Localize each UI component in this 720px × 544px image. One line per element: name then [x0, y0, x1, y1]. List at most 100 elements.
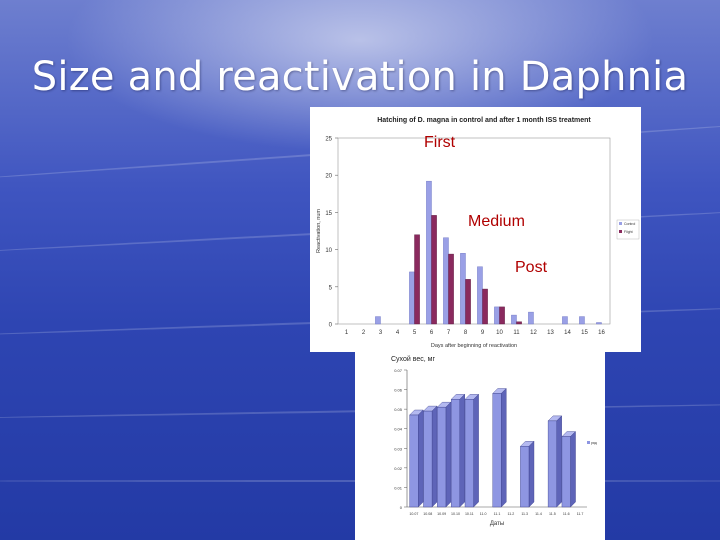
x-tick-label: 15 [581, 330, 588, 336]
bar-control [460, 253, 466, 325]
bar-flight [465, 279, 471, 325]
x-tick-label: 10.09 [437, 512, 446, 516]
x-tick-label: 10 [496, 330, 503, 336]
y-tick-label: 0 [329, 323, 333, 329]
bar-side [528, 440, 535, 508]
y-tick-label: 0.07 [394, 368, 403, 373]
bar-control [511, 314, 517, 325]
bar-flight [414, 234, 420, 325]
bar-control [528, 311, 534, 325]
x-tick-label: 5 [413, 330, 417, 336]
y-tick-label: 20 [325, 174, 332, 180]
y-axis-label: Reactivation, num [316, 209, 322, 253]
y-tick-label: 0.01 [394, 485, 403, 490]
bar-side [431, 405, 438, 508]
bar [520, 446, 530, 508]
bar-control [494, 306, 500, 325]
bar-flight [431, 215, 437, 325]
legend-swatch [619, 222, 622, 225]
y-tick-label: 0.06 [394, 388, 403, 393]
x-axis-label: Days after beginning of reactivation [431, 343, 517, 349]
x-tick-label: 11.6 [563, 512, 570, 516]
bar-flight [448, 253, 454, 325]
slide-title: Size and reactivation in Daphnia [31, 54, 689, 100]
bar-side [445, 401, 452, 508]
dry-weight-chart-panel: Сухой вес, мг 0 0.01 0.02 0.03 0.04 0.05 0.06 0.… [355, 352, 605, 540]
hatching-chart-panel: Hatching of D. magna in control and afte… [310, 107, 641, 352]
x-tick-label: 11.1 [494, 512, 501, 516]
bar-control [477, 266, 483, 325]
y-tick-label: 15 [325, 211, 332, 217]
bar [547, 420, 557, 508]
y-tick-label: 25 [325, 137, 332, 143]
chart-title: Сухой вес, мг [391, 355, 435, 363]
annotation-first: First [424, 134, 456, 151]
bar-flight [482, 288, 488, 325]
bar [492, 393, 502, 508]
x-tick-label: 14 [564, 330, 571, 336]
bar [450, 399, 460, 508]
y-tick-label: 0.05 [394, 407, 403, 412]
annotation-post: Post [515, 259, 548, 276]
annotation-medium: Medium [468, 213, 525, 230]
bar [437, 406, 447, 508]
y-tick-label: 10 [325, 248, 332, 254]
x-tick-label: 3 [379, 330, 383, 336]
x-tick-label: 8 [464, 330, 468, 336]
bar-side [556, 415, 562, 508]
x-tick-label: 11 [513, 330, 520, 336]
legend-box [616, 219, 640, 240]
x-tick-label: 13 [547, 330, 554, 336]
hatching-chart: Hatching of D. magna in control and afte… [316, 117, 640, 349]
bar-side [473, 393, 479, 508]
bar-control [409, 271, 415, 325]
bar [561, 436, 571, 508]
bar-control [375, 316, 381, 325]
x-tick-label: 12 [530, 330, 537, 336]
legend-swatch [619, 230, 622, 233]
x-tick-label: 11.3 [521, 512, 528, 516]
x-tick-label: 7 [447, 330, 451, 336]
x-tick-label: 11.4 [535, 512, 542, 516]
y-tick-label: 0.03 [394, 446, 403, 451]
bar-control [426, 180, 432, 325]
y-tick-label: 0 [400, 505, 403, 510]
bar-flight [516, 321, 522, 325]
y-tick-label: 0.04 [394, 427, 403, 432]
bar-side [418, 409, 424, 508]
legend-label: Control [624, 222, 636, 226]
x-tick-label: 6 [430, 330, 434, 336]
bar-side [501, 388, 507, 508]
x-tick-label: 1 [345, 330, 349, 336]
x-tick-label: 10.10 [451, 512, 460, 516]
x-tick-label: 11.0 [480, 512, 487, 516]
dry-weight-chart: Сухой вес, мг 0 0.01 0.02 0.03 0.04 0.05 0.06 0.… [391, 355, 597, 527]
bar [464, 399, 474, 508]
bar [423, 410, 433, 508]
y-tick-label: 5 [329, 285, 333, 291]
x-tick-label: 11.5 [549, 512, 556, 516]
x-tick-label: 10.07 [409, 512, 418, 516]
x-tick-label: 10.08 [423, 512, 432, 516]
bar-control [443, 237, 449, 325]
x-tick-label: 2 [362, 330, 366, 336]
x-tick-label: 11.7 [577, 512, 584, 516]
y-tick-label: 0.02 [394, 466, 403, 471]
bar-control [562, 316, 568, 325]
x-tick-label: 11.2 [507, 512, 514, 516]
plot-area [337, 137, 611, 325]
bar-flight [499, 306, 505, 325]
x-axis-label: Даты [490, 521, 504, 527]
bar-side [570, 431, 576, 508]
legend-label: Flight [624, 230, 633, 234]
chart-title: Hatching of D. magna in control and afte… [377, 117, 591, 124]
legend-swatch [587, 441, 590, 444]
x-tick-label: 10.11 [465, 512, 474, 516]
x-tick-label: 9 [481, 330, 485, 336]
bar-control [596, 322, 602, 325]
x-tick-label: 4 [396, 330, 400, 336]
x-tick-label: 16 [598, 330, 605, 336]
legend-label: ряд [591, 441, 597, 445]
bar-control [579, 316, 585, 325]
bar [409, 414, 419, 508]
